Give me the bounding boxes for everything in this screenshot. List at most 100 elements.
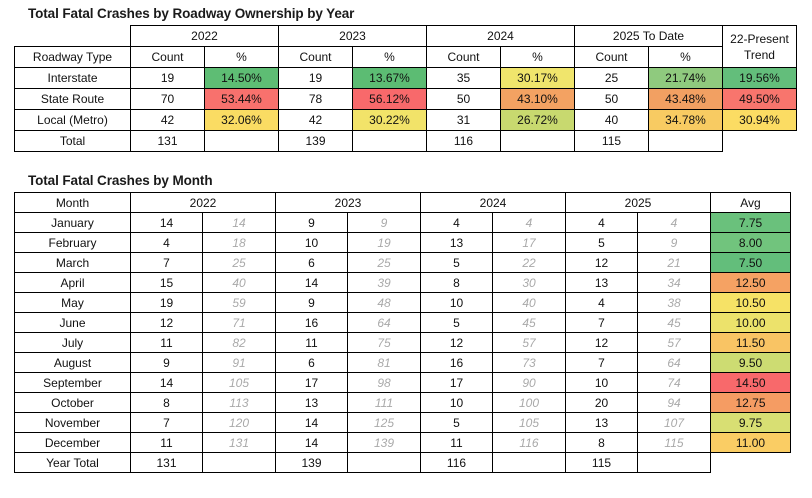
- cumulative-count-cell: 4: [637, 212, 711, 233]
- month-label: July: [14, 332, 131, 353]
- cumulative-count-cell: 18: [202, 232, 276, 253]
- count-cell: 50: [574, 88, 649, 110]
- cumulative-count-cell: 105: [492, 412, 566, 433]
- monthly-count-cell: 12: [565, 332, 638, 353]
- percent-header: %: [204, 46, 279, 68]
- trend-column-header: 22-Present Trend: [722, 25, 797, 68]
- average-cell: 8.00: [710, 232, 791, 253]
- monthly-count-cell: 12: [130, 312, 203, 333]
- year-total-count-cell: 131: [130, 452, 203, 473]
- table-row: Interstate 19 14.50% 19 13.67% 35 30.17% 25 21.7…: [14, 67, 797, 89]
- monthly-count-cell: 4: [130, 232, 203, 253]
- month-label: August: [14, 352, 131, 373]
- table-row: March 7 25 6 25 5 22 12 21 7.50: [14, 252, 791, 273]
- table-row: July 11 82 11 75 12 57 12 57 11.50: [14, 332, 791, 353]
- ownership-table-title: Total Fatal Crashes by Roadway Ownership…: [28, 6, 355, 21]
- monthly-count-cell: 14: [130, 372, 203, 393]
- monthly-count-cell: 10: [565, 372, 638, 393]
- total-label: Total: [14, 130, 131, 152]
- percent-cell: 43.48%: [648, 88, 723, 110]
- monthly-table-section: Total Fatal Crashes by Month Month 2022 20…: [14, 173, 812, 473]
- cumulative-count-cell: 40: [492, 292, 566, 313]
- count-cell: 40: [574, 109, 649, 131]
- monthly-count-cell: 10: [275, 232, 348, 253]
- month-header-row: Month 2022 2023 2024 2025 Avg: [14, 192, 791, 213]
- average-cell: 11.00: [710, 432, 791, 453]
- cumulative-count-cell: 45: [637, 312, 711, 333]
- year-total-count-cell: 115: [565, 452, 638, 473]
- cumulative-count-cell: 4: [492, 212, 566, 233]
- percent-cell: 26.72%: [500, 109, 575, 131]
- count-cell: 78: [278, 88, 353, 110]
- cumulative-count-cell: 14: [202, 212, 276, 233]
- monthly-count-cell: 13: [565, 412, 638, 433]
- cumulative-count-cell: 64: [347, 312, 421, 333]
- ownership-by-year-table: 2022 2023 2024 2025 To Date 22-Present Trend R…: [14, 25, 797, 152]
- cumulative-count-cell: 107: [637, 412, 711, 433]
- year-total-count-cell: 139: [275, 452, 348, 473]
- cumulative-count-cell: 34: [637, 272, 711, 293]
- monthly-count-cell: 14: [275, 432, 348, 453]
- trend-header-line2: Trend: [744, 47, 775, 62]
- monthly-count-cell: 14: [275, 272, 348, 293]
- roadway-type-header: Roadway Type: [14, 46, 131, 68]
- monthly-count-cell: 5: [565, 232, 638, 253]
- count-cell: 19: [278, 67, 353, 89]
- monthly-count-cell: 8: [130, 392, 203, 413]
- cumulative-count-cell: 9: [637, 232, 711, 253]
- cumulative-count-cell: 57: [637, 332, 711, 353]
- avg-column-header: Avg: [710, 192, 791, 213]
- percent-header: %: [500, 46, 575, 68]
- percent-cell: 21.74%: [648, 67, 723, 89]
- crashes-by-month-table: Month 2022 2023 2024 2025 Avg January 14 14 9 9 4 4 4…: [14, 192, 791, 473]
- year-header-2022: 2022: [130, 192, 276, 213]
- cumulative-count-cell: 45: [492, 312, 566, 333]
- monthly-count-cell: 13: [420, 232, 493, 253]
- month-label: November: [14, 412, 131, 433]
- trend-cell: 30.94%: [722, 109, 797, 131]
- monthly-count-cell: 4: [565, 212, 638, 233]
- average-cell: 14.50: [710, 372, 791, 393]
- cumulative-count-cell: 59: [202, 292, 276, 313]
- month-label: December: [14, 432, 131, 453]
- year-total-row: Year Total 131 139 116 115: [14, 452, 791, 473]
- monthly-count-cell: 7: [565, 352, 638, 373]
- count-cell: 50: [426, 88, 501, 110]
- month-label: September: [14, 372, 131, 393]
- roadway-type-label: Local (Metro): [14, 109, 131, 131]
- total-percent-cell: [352, 130, 427, 152]
- year-header-2022: 2022: [130, 25, 279, 47]
- cumulative-count-cell: 22: [492, 252, 566, 273]
- roadway-type-label: State Route: [14, 88, 131, 110]
- percent-cell: 14.50%: [204, 67, 279, 89]
- year-header-2023: 2023: [275, 192, 421, 213]
- percent-cell: 13.67%: [352, 67, 427, 89]
- average-cell: 10.00: [710, 312, 791, 333]
- month-label: June: [14, 312, 131, 333]
- table-row: February 4 18 10 19 13 17 5 9 8.00: [14, 232, 791, 253]
- year-total-cumulative-cell: [492, 452, 566, 473]
- count-cell: 19: [130, 67, 205, 89]
- table-row: June 12 71 16 64 5 45 7 45 10.00: [14, 312, 791, 333]
- total-count-cell: 116: [426, 130, 501, 152]
- cumulative-count-cell: 71: [202, 312, 276, 333]
- monthly-count-cell: 10: [420, 292, 493, 313]
- month-label: January: [14, 212, 131, 233]
- monthly-count-cell: 8: [565, 432, 638, 453]
- count-header: Count: [278, 46, 353, 68]
- year-header-2024: 2024: [420, 192, 566, 213]
- monthly-count-cell: 14: [275, 412, 348, 433]
- monthly-count-cell: 5: [420, 252, 493, 273]
- monthly-count-cell: 11: [130, 432, 203, 453]
- total-count-cell: 139: [278, 130, 353, 152]
- cumulative-count-cell: 98: [347, 372, 421, 393]
- cumulative-count-cell: 120: [202, 412, 276, 433]
- cumulative-count-cell: 25: [202, 252, 276, 273]
- average-cell: 10.50: [710, 292, 791, 313]
- trend-spacer: [723, 131, 797, 152]
- cumulative-count-cell: 38: [637, 292, 711, 313]
- month-label: October: [14, 392, 131, 413]
- table-row: September 14 105 17 98 17 90 10 74 14.50: [14, 372, 791, 393]
- monthly-count-cell: 6: [275, 352, 348, 373]
- year-total-cumulative-cell: [202, 452, 276, 473]
